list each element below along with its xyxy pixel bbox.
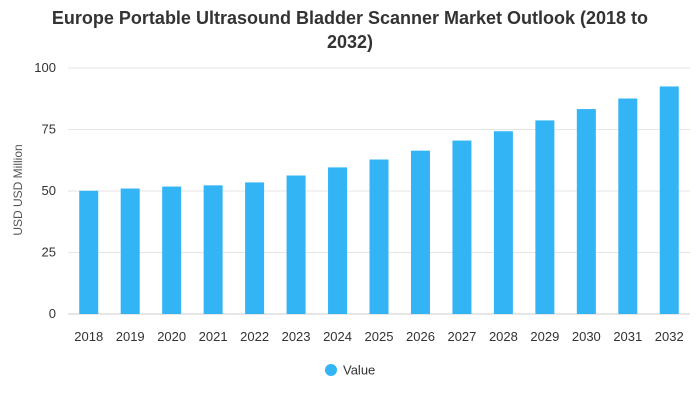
x-tick-label: 2030 [572, 329, 601, 344]
legend-label-value: Value [343, 363, 375, 378]
bar-2018[interactable] [79, 190, 99, 314]
bar-2024[interactable] [328, 167, 348, 314]
legend[interactable]: Value [325, 363, 375, 378]
y-tick-label: 100 [34, 60, 56, 75]
x-tick-label: 2019 [116, 329, 145, 344]
y-tick-label: 50 [42, 183, 56, 198]
legend-marker [325, 364, 337, 376]
x-tick-label: 2020 [157, 329, 186, 344]
bar-2026[interactable] [410, 150, 430, 314]
y-axis-label: USD USD Million [11, 144, 25, 235]
x-tick-label: 2032 [655, 329, 684, 344]
chart-title-line-1: Europe Portable Ultrasound Bladder Scann… [51, 8, 649, 28]
bar-2030[interactable] [576, 109, 596, 314]
bar-2023[interactable] [286, 175, 306, 314]
y-tick-label: 75 [42, 122, 56, 137]
x-tick-label: 2026 [406, 329, 435, 344]
y-axis-ticks: 0 25 50 75 100 [34, 60, 56, 321]
x-tick-label: 2027 [447, 329, 476, 344]
bar-2022[interactable] [245, 182, 265, 314]
y-tick-label: 25 [42, 245, 56, 260]
x-tick-label: 2025 [365, 329, 394, 344]
x-tick-label: 2028 [489, 329, 518, 344]
bar-2025[interactable] [369, 159, 389, 314]
bar-2032[interactable] [659, 86, 679, 314]
bar-2021[interactable] [203, 185, 223, 314]
x-axis-ticks: 2018 2019 2020 2021 2022 2023 2024 2025 2026 2027… [74, 329, 683, 344]
y-tick-label: 0 [49, 306, 56, 321]
bar-2027[interactable] [452, 140, 472, 314]
bar-2029[interactable] [535, 120, 555, 314]
bar-2020[interactable] [162, 186, 182, 314]
x-tick-label: 2018 [74, 329, 103, 344]
bar-2019[interactable] [120, 188, 140, 314]
chart-title-line-2: 2032) [326, 32, 374, 52]
x-tick-label: 2024 [323, 329, 352, 344]
x-tick-label: 2022 [240, 329, 269, 344]
x-tick-label: 2021 [199, 329, 228, 344]
x-tick-label: 2023 [282, 329, 311, 344]
bars [79, 86, 679, 314]
chart-title: Europe Portable Ultrasound Bladder Scann… [0, 6, 700, 54]
bar-2028[interactable] [493, 131, 513, 314]
x-tick-label: 2029 [530, 329, 559, 344]
bar-2031[interactable] [618, 98, 638, 314]
x-tick-label: 2031 [613, 329, 642, 344]
